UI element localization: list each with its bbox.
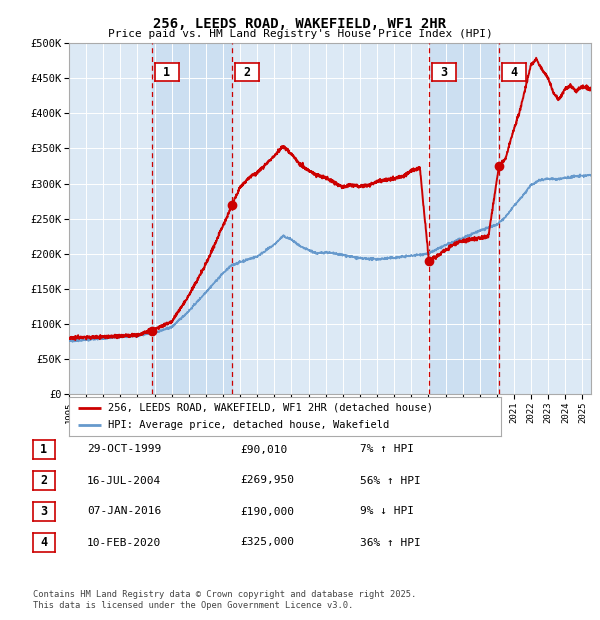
Text: Price paid vs. HM Land Registry's House Price Index (HPI): Price paid vs. HM Land Registry's House …	[107, 29, 493, 39]
Text: 29-OCT-1999: 29-OCT-1999	[87, 445, 161, 454]
Text: 9% ↓ HPI: 9% ↓ HPI	[360, 507, 414, 516]
Text: £190,000: £190,000	[240, 507, 294, 516]
Text: 4: 4	[40, 536, 47, 549]
Text: £269,950: £269,950	[240, 476, 294, 485]
Text: 256, LEEDS ROAD, WAKEFIELD, WF1 2HR (detached house): 256, LEEDS ROAD, WAKEFIELD, WF1 2HR (det…	[108, 403, 433, 413]
Text: 2: 2	[244, 66, 251, 79]
Text: 1: 1	[163, 66, 170, 79]
Text: £325,000: £325,000	[240, 538, 294, 547]
Text: 3: 3	[440, 66, 448, 79]
Text: 56% ↑ HPI: 56% ↑ HPI	[360, 476, 421, 485]
Bar	[429, 43, 499, 394]
Text: 7% ↑ HPI: 7% ↑ HPI	[360, 445, 414, 454]
Text: 1: 1	[40, 443, 47, 456]
Text: 2: 2	[40, 474, 47, 487]
Text: 3: 3	[40, 505, 47, 518]
Bar	[152, 43, 232, 394]
Text: 36% ↑ HPI: 36% ↑ HPI	[360, 538, 421, 547]
Text: 10-FEB-2020: 10-FEB-2020	[87, 538, 161, 547]
Text: 256, LEEDS ROAD, WAKEFIELD, WF1 2HR: 256, LEEDS ROAD, WAKEFIELD, WF1 2HR	[154, 17, 446, 31]
Text: Contains HM Land Registry data © Crown copyright and database right 2025.
This d: Contains HM Land Registry data © Crown c…	[33, 590, 416, 609]
Text: HPI: Average price, detached house, Wakefield: HPI: Average price, detached house, Wake…	[108, 420, 389, 430]
Text: 16-JUL-2004: 16-JUL-2004	[87, 476, 161, 485]
Text: 07-JAN-2016: 07-JAN-2016	[87, 507, 161, 516]
Text: £90,010: £90,010	[240, 445, 287, 454]
Text: 4: 4	[511, 66, 517, 79]
